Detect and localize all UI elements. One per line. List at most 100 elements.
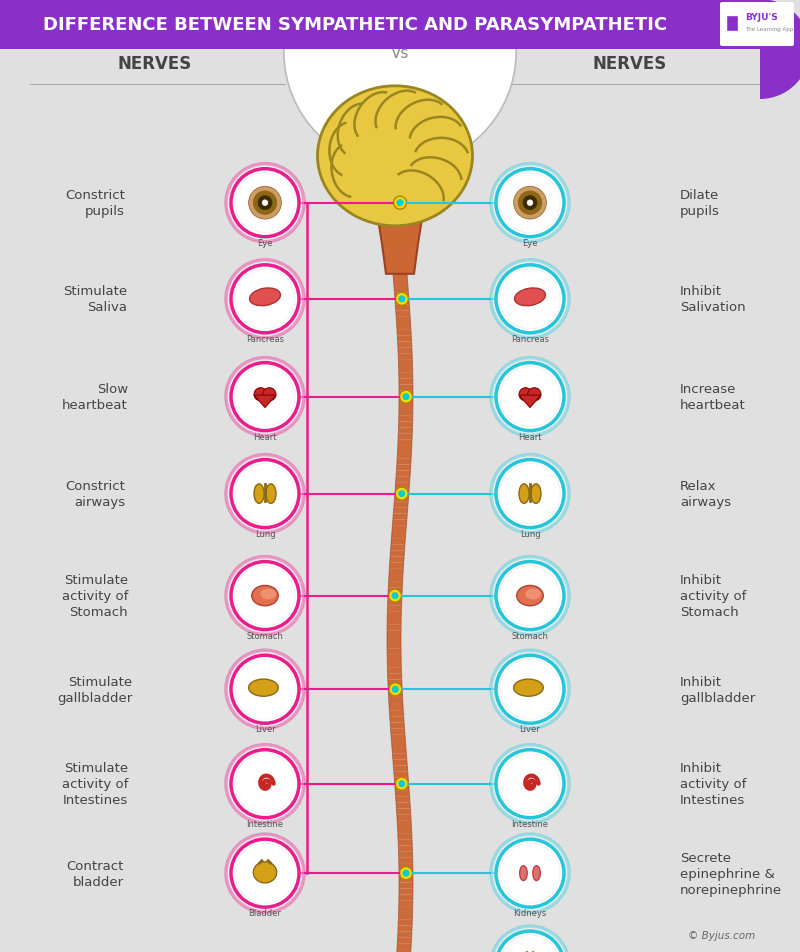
Circle shape [395,778,408,790]
Polygon shape [395,484,410,489]
Polygon shape [397,815,411,821]
Polygon shape [387,667,402,674]
Polygon shape [396,311,410,318]
Circle shape [527,201,533,207]
Polygon shape [398,440,412,446]
Ellipse shape [266,485,276,504]
Polygon shape [390,729,405,735]
Text: Inhibit
activity of
Stomach: Inhibit activity of Stomach [680,573,746,619]
Text: Dilate
pupils: Dilate pupils [680,189,720,218]
Polygon shape [398,938,411,943]
Ellipse shape [526,589,541,600]
Polygon shape [398,852,413,858]
Circle shape [389,683,402,696]
Text: Heart: Heart [254,432,277,441]
Circle shape [519,388,532,402]
Circle shape [235,660,295,720]
Circle shape [231,364,299,431]
Polygon shape [388,692,402,698]
Polygon shape [394,784,409,790]
Circle shape [528,388,541,402]
Polygon shape [396,797,410,803]
Text: Liver: Liver [254,724,275,733]
Polygon shape [391,532,406,539]
Ellipse shape [520,865,527,881]
Polygon shape [398,840,412,845]
Circle shape [500,465,560,524]
Circle shape [394,197,406,210]
Ellipse shape [318,87,473,227]
Polygon shape [519,396,541,408]
Polygon shape [387,630,401,637]
Polygon shape [398,845,413,852]
Polygon shape [394,765,408,772]
Circle shape [491,358,569,436]
Polygon shape [390,710,404,717]
Ellipse shape [519,485,529,504]
Polygon shape [398,925,412,931]
Polygon shape [397,329,411,336]
Ellipse shape [254,485,264,504]
Circle shape [262,201,268,207]
Polygon shape [397,452,411,459]
Polygon shape [390,723,405,729]
Polygon shape [398,416,413,422]
Circle shape [231,169,299,237]
Polygon shape [399,870,413,876]
Text: Pancreas: Pancreas [511,334,549,344]
Circle shape [391,592,398,600]
Circle shape [496,840,564,907]
Circle shape [231,266,299,333]
Circle shape [496,656,564,724]
FancyBboxPatch shape [0,0,760,50]
Polygon shape [398,342,412,348]
Text: Liver: Liver [520,724,540,733]
Ellipse shape [250,288,281,307]
Polygon shape [388,685,402,692]
Polygon shape [393,274,407,281]
Circle shape [226,358,304,436]
Circle shape [226,650,304,728]
Text: Constrict
pupils: Constrict pupils [65,189,125,218]
Text: Increase
heartbeat: Increase heartbeat [680,383,746,411]
Circle shape [514,188,546,220]
Circle shape [389,589,402,603]
Text: Relax
Bladder: Relax Bladder [680,951,732,952]
FancyBboxPatch shape [720,3,794,47]
Circle shape [395,293,408,306]
Polygon shape [387,674,402,680]
Polygon shape [399,888,413,895]
Polygon shape [254,396,276,408]
Polygon shape [399,385,413,391]
Polygon shape [388,582,402,587]
Text: Eye: Eye [258,238,273,248]
Polygon shape [399,895,413,901]
Circle shape [263,388,276,402]
Circle shape [231,562,299,630]
Polygon shape [397,943,411,950]
Polygon shape [398,920,412,925]
Text: Kidneys: Kidneys [514,908,546,917]
Circle shape [226,834,304,912]
Circle shape [235,269,295,329]
Polygon shape [399,379,413,385]
Text: Contract
bladder: Contract bladder [66,859,124,887]
Circle shape [500,367,560,427]
Circle shape [500,269,560,329]
Polygon shape [394,507,408,514]
Circle shape [226,744,304,823]
Polygon shape [398,434,412,440]
Polygon shape [397,808,411,815]
Circle shape [235,566,295,626]
Circle shape [226,261,304,339]
Circle shape [500,660,560,720]
Polygon shape [399,409,413,416]
Circle shape [231,656,299,724]
Polygon shape [389,575,403,582]
Circle shape [491,455,569,533]
Circle shape [496,931,564,952]
Polygon shape [392,753,407,760]
Polygon shape [389,704,403,710]
Polygon shape [394,293,409,299]
Circle shape [491,165,569,243]
